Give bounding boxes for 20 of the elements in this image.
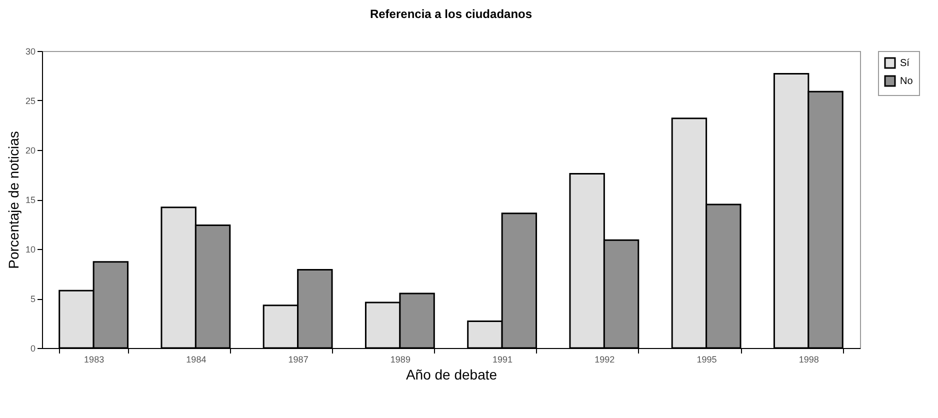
x-tick-label: 1984 — [186, 354, 206, 364]
y-tick-label: 5 — [30, 294, 36, 304]
x-tick-label: 1992 — [594, 354, 615, 364]
x-tick-label: 1998 — [798, 354, 819, 364]
y-tick-label: 20 — [25, 146, 36, 156]
y-tick-label: 25 — [25, 96, 36, 106]
legend-label: No — [900, 76, 914, 87]
chart-title: Referencia a los ciudadanos — [370, 7, 532, 21]
legend-label: Sí — [900, 58, 910, 69]
y-tick-label: 10 — [25, 244, 36, 254]
x-tick-label: 1989 — [390, 354, 410, 364]
y-tick-label: 30 — [25, 46, 36, 56]
x-axis-title: Año de debate — [406, 366, 498, 382]
x-tick-label: 1995 — [696, 354, 717, 364]
y-tick-label: 15 — [25, 195, 36, 205]
x-tick-label: 1987 — [288, 354, 308, 364]
x-tick-label: 1983 — [84, 354, 104, 364]
y-axis-title: Porcentaje de noticias — [5, 131, 22, 269]
x-tick-label: 1991 — [492, 354, 513, 364]
y-tick-label: 0 — [30, 344, 36, 354]
